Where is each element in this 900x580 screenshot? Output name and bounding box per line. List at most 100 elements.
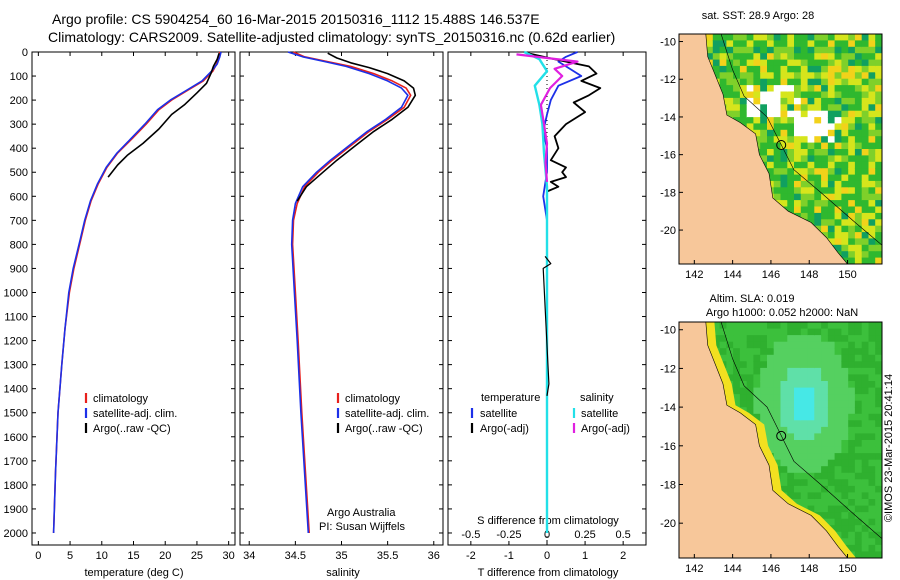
sst-cell bbox=[821, 155, 829, 163]
sla-cell bbox=[787, 440, 795, 448]
sla-cell bbox=[807, 354, 815, 362]
sst-cell bbox=[875, 232, 882, 240]
sst-cell bbox=[767, 168, 775, 176]
sst-cell bbox=[841, 174, 849, 182]
sla-cell bbox=[800, 485, 809, 494]
sla-cell bbox=[800, 335, 809, 343]
sst-cell bbox=[827, 200, 836, 208]
sla-cell bbox=[875, 472, 882, 480]
sst-cell bbox=[726, 40, 734, 48]
sst-cell bbox=[773, 193, 782, 201]
sst-cell bbox=[794, 155, 802, 163]
sst-cell bbox=[868, 155, 876, 163]
sst-cell bbox=[800, 174, 809, 182]
salinity-legend-entry: satellite-adj. clim. bbox=[345, 408, 429, 420]
sla-cell bbox=[760, 407, 768, 415]
sst-cell bbox=[821, 136, 829, 144]
sst-cell bbox=[875, 257, 882, 264]
sst-cell bbox=[780, 123, 788, 131]
sst-cell bbox=[868, 65, 876, 73]
sst-cell bbox=[821, 149, 829, 156]
sst-cell bbox=[861, 200, 870, 208]
sst-cell bbox=[807, 193, 815, 201]
depth-tick-label: 400 bbox=[10, 143, 28, 155]
sla-cell bbox=[800, 328, 809, 336]
sla-cell bbox=[827, 459, 836, 467]
sst-cell bbox=[767, 65, 775, 73]
sla-cell bbox=[780, 387, 788, 395]
sla-cell bbox=[827, 492, 836, 500]
sla-cell bbox=[841, 446, 849, 454]
sla-cell bbox=[800, 492, 809, 500]
sla-cell bbox=[875, 453, 882, 461]
sst-cell bbox=[800, 85, 809, 93]
sla-cell bbox=[814, 505, 822, 513]
sst-cell bbox=[854, 251, 863, 259]
sla-cell bbox=[814, 335, 822, 343]
sst-cell bbox=[787, 161, 795, 169]
sla-cell bbox=[868, 367, 876, 376]
sla-cell bbox=[848, 472, 856, 480]
sst-cell bbox=[821, 187, 829, 195]
sla-cell bbox=[794, 374, 802, 382]
sst-cell bbox=[834, 136, 842, 144]
sst-cell bbox=[861, 257, 870, 264]
sst-cell bbox=[861, 117, 870, 125]
sla-cell bbox=[739, 374, 748, 382]
sla-cell bbox=[868, 400, 876, 408]
sla-cell bbox=[875, 505, 882, 513]
sst-cell bbox=[848, 206, 856, 214]
sla-cell bbox=[733, 348, 741, 356]
sst-cell bbox=[807, 168, 815, 176]
sst-cell bbox=[821, 85, 829, 93]
sst-lon-label: 148 bbox=[800, 269, 818, 281]
sla-cell bbox=[807, 420, 815, 428]
sst-cell bbox=[807, 72, 815, 80]
sst-cell bbox=[767, 46, 775, 54]
sla-cell bbox=[821, 426, 829, 435]
sst-cell bbox=[841, 53, 849, 61]
sla-cell bbox=[868, 361, 876, 369]
sst-cell bbox=[739, 65, 748, 73]
sst-cell bbox=[821, 110, 829, 118]
sst-cell bbox=[861, 34, 870, 41]
sla-cell bbox=[841, 335, 849, 343]
sla-cell bbox=[787, 354, 795, 362]
sla-cell bbox=[746, 374, 755, 382]
sst-cell bbox=[794, 97, 802, 105]
sla-cell bbox=[760, 361, 768, 369]
sla-cell bbox=[746, 407, 755, 415]
sla-cell bbox=[739, 348, 748, 356]
sst-cell bbox=[780, 97, 788, 105]
sla-cell bbox=[821, 466, 829, 474]
sla-cell bbox=[868, 374, 876, 382]
sst-cell bbox=[814, 193, 822, 201]
sla-cell bbox=[821, 381, 829, 389]
t-diff-argo-deep-series bbox=[542, 256, 552, 396]
sst-cell bbox=[814, 129, 822, 137]
sla-cell bbox=[767, 420, 775, 428]
temperature-tick-label: 20 bbox=[159, 550, 171, 562]
sst-cell bbox=[834, 232, 842, 240]
sst-cell bbox=[868, 219, 876, 227]
sst-cell bbox=[827, 85, 836, 93]
sla-cell bbox=[746, 328, 755, 336]
sla-cell bbox=[854, 354, 863, 362]
sst-cell bbox=[848, 161, 856, 169]
sst-cell bbox=[841, 129, 849, 137]
sst-cell bbox=[861, 225, 870, 233]
sst-cell bbox=[848, 244, 856, 252]
sla-cell bbox=[739, 400, 748, 408]
sst-cell bbox=[821, 91, 829, 99]
sst-cell bbox=[807, 200, 815, 208]
sla-cell bbox=[760, 381, 768, 389]
sla-cell bbox=[868, 459, 876, 467]
sst-cell bbox=[875, 142, 882, 150]
sst-cell bbox=[814, 149, 822, 156]
sla-cell bbox=[827, 335, 836, 343]
sla-cell bbox=[854, 335, 863, 343]
sla-cell bbox=[861, 479, 870, 487]
sla-cell bbox=[841, 479, 849, 487]
sst-cell bbox=[753, 46, 761, 54]
sst-cell bbox=[807, 78, 815, 86]
